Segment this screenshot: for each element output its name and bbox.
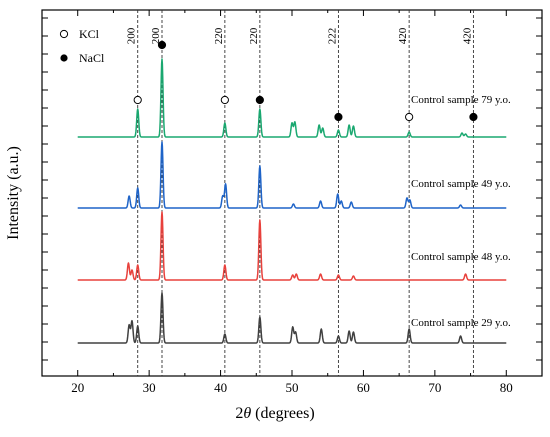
nacl-marker-3 [255,95,264,105]
axis-ticks: 20 30 40 50 60 70 80 [42,10,542,395]
x-tick-label-4: 60 [357,380,370,395]
reference-line-label-2: 220 [213,27,225,44]
nacl-marker-1 [157,40,167,50]
x-tick-label-6: 80 [500,380,513,395]
legend-kcl-label: KCl [79,27,100,41]
series-line-1 [77,211,507,281]
legend: KCl NaCl [59,27,105,65]
reference-line-label-0: 200 [126,27,138,44]
series-line-0 [77,292,507,344]
reference-line-label-5: 420 [397,27,409,44]
kcl-marker-5 [405,112,414,122]
y-axis-title: Intensity (a.u.) [5,146,22,240]
nacl-marker-4 [334,112,343,122]
x-axis-title: 2θ (degrees) [235,405,314,422]
series-labels: Control sample 29 y.o. Control sample 48 … [411,94,511,329]
series-line-2 [77,141,507,209]
reference-line-label-3: 220 [248,27,260,44]
kcl-marker-2 [220,95,229,105]
legend-kcl-marker [59,29,69,39]
legend-nacl-label: NaCl [79,51,105,65]
series-layer [77,58,507,344]
series-label-2: Control sample 49 y.o. [411,178,511,190]
x-tick-label-3: 50 [286,380,299,395]
reference-line-label-1: 200 [150,27,162,44]
legend-nacl-marker [60,54,68,62]
x-tick-label-0: 20 [71,380,84,395]
x-tick-label-1: 30 [143,380,156,395]
x-tick-label-2: 40 [214,380,227,395]
nacl-marker-6 [469,112,478,122]
series-line-3 [77,58,507,138]
reference-line-label-6: 420 [461,27,473,44]
x-tick-label-5: 70 [428,380,441,395]
phase-markers [133,40,478,122]
series-label-0: Control sample 29 y.o. [411,317,511,329]
kcl-marker-0 [133,95,142,105]
reference-lines: 200 200 220 220 222 420 420 [126,10,474,376]
series-label-3: Control sample 79 y.o. [411,94,511,106]
series-label-1: Control sample 48 y.o. [411,251,511,263]
reference-line-label-4: 222 [326,28,338,45]
